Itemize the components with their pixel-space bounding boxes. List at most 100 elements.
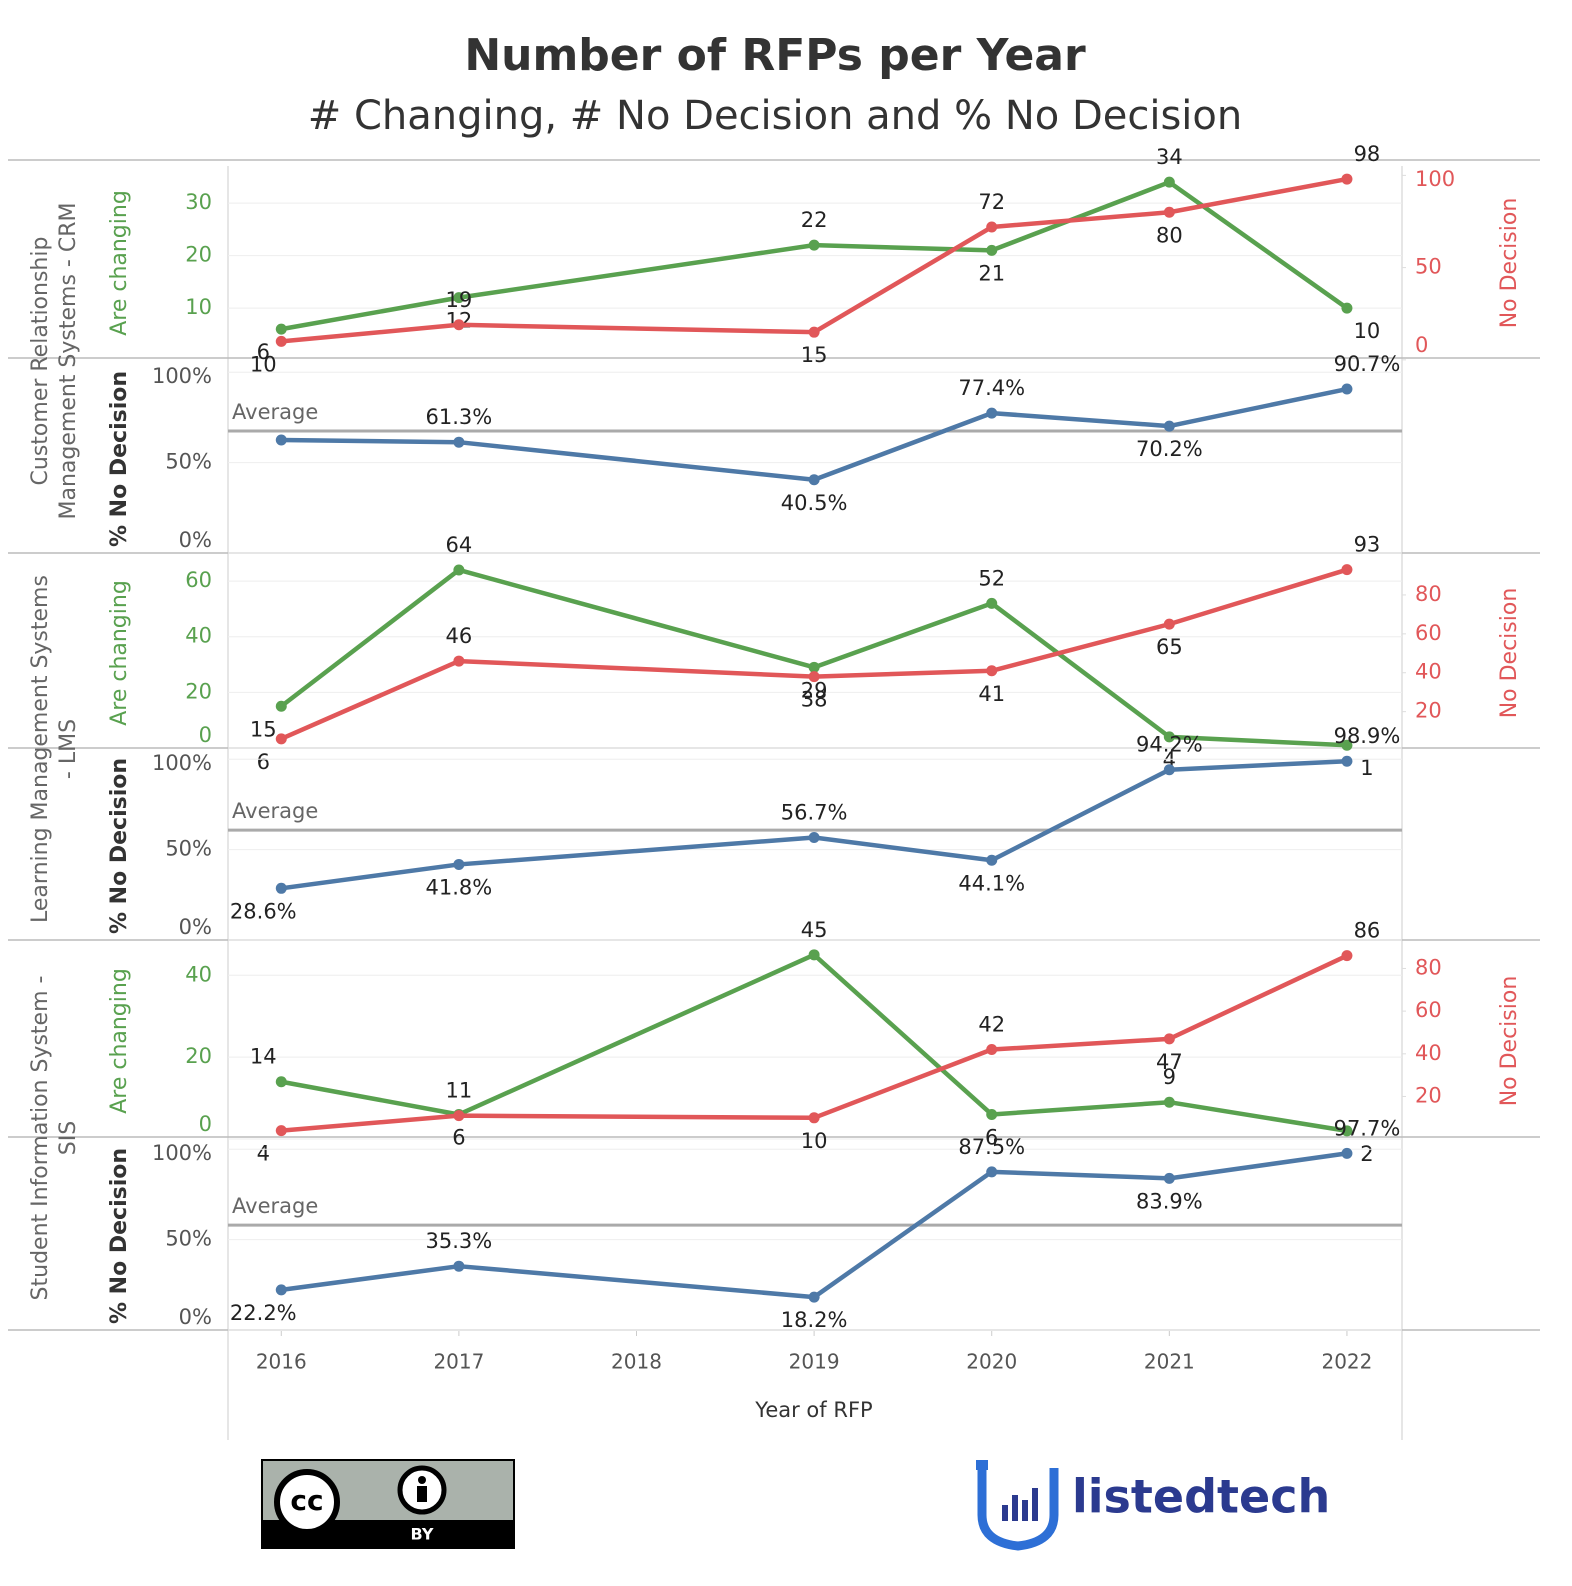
- x-tick-label: 2019: [789, 1350, 840, 1374]
- data-label: 9: [1163, 1065, 1176, 1089]
- license: BY: [411, 1525, 434, 1544]
- chart-subtitle: # Changing, # No Decision and % No Decis…: [308, 93, 1243, 139]
- data-label: 11: [446, 1079, 473, 1103]
- y-tick-label: 10: [185, 295, 212, 319]
- point: [986, 244, 998, 256]
- data-label: 28.6%: [230, 899, 297, 923]
- point: [1163, 1096, 1175, 1108]
- y-tick-label: 40: [1415, 660, 1442, 684]
- data-label: 14: [250, 1045, 277, 1069]
- x-tick-label: 2022: [1321, 1350, 1372, 1374]
- data-label: 61.3%: [426, 405, 493, 429]
- data-label: 44.1%: [958, 871, 1025, 895]
- y-tick-label: 0%: [179, 915, 212, 939]
- data-label: 42: [978, 1013, 1005, 1037]
- data-label: 52: [978, 566, 1005, 590]
- point: [1341, 173, 1353, 185]
- axis-label: Are changing: [107, 580, 132, 726]
- average-label: Average: [232, 799, 318, 823]
- point: [1163, 420, 1175, 432]
- y-tick-label: 50: [1415, 255, 1442, 279]
- point: [453, 655, 465, 667]
- y-tick-label: 60: [1415, 998, 1442, 1022]
- y-tick-label: 0%: [179, 1305, 212, 1329]
- point: [986, 1044, 998, 1056]
- data-label: 94.2%: [1136, 733, 1203, 757]
- y-tick-label: 50%: [165, 1227, 212, 1251]
- point: [808, 474, 820, 486]
- data-label: 18.2%: [781, 1308, 848, 1332]
- data-label: 6: [985, 1125, 998, 1149]
- point: [453, 564, 465, 576]
- point: [1341, 302, 1353, 314]
- y-tick-label: 60: [185, 568, 212, 592]
- point: [808, 1291, 820, 1303]
- chart-title: Number of RFPs per Year: [464, 30, 1086, 81]
- y-tick-label: 30: [185, 190, 212, 214]
- data-label: 10: [1354, 319, 1381, 343]
- x-axis-label: Year of RFP: [754, 1398, 872, 1422]
- line: [280, 179, 1349, 332]
- y-tick-label: 0: [199, 723, 212, 747]
- point: [808, 949, 820, 961]
- point: [275, 434, 287, 446]
- data-label: 56.7%: [781, 801, 848, 825]
- point: [1341, 383, 1353, 395]
- data-label: 38: [801, 688, 828, 712]
- axis-label: % No Decision: [107, 371, 132, 547]
- point: [808, 832, 820, 844]
- y-tick-label: 60: [1415, 621, 1442, 645]
- data-label: 29: [801, 678, 828, 702]
- data-label: 83.9%: [1136, 1189, 1203, 1213]
- y-tick-label: 20: [185, 1044, 212, 1068]
- data-label: 41.8%: [426, 875, 493, 899]
- y-tick-label: 40: [185, 962, 212, 986]
- point: [453, 436, 465, 448]
- data-label: 21: [978, 261, 1005, 285]
- x-tick-label: 2018: [611, 1350, 662, 1374]
- axis-label: Are changing: [107, 190, 132, 336]
- cc-badge: cc BY: [261, 1459, 515, 1549]
- average-label: Average: [232, 1194, 318, 1218]
- point: [1163, 176, 1175, 188]
- group-label: Customer Relationship Management Systems…: [28, 202, 81, 519]
- group-label: Learning Management Systems - LMS: [28, 575, 81, 923]
- x-tick-label: 2020: [966, 1350, 1017, 1374]
- point: [1341, 950, 1353, 962]
- point: [1163, 1172, 1175, 1184]
- logo-text: listedtech: [1072, 1470, 1330, 1524]
- point: [453, 292, 465, 304]
- point: [986, 597, 998, 609]
- point: [808, 1112, 820, 1124]
- data-label: 90.7%: [1334, 352, 1401, 376]
- line: [280, 1151, 1348, 1300]
- point: [808, 661, 820, 673]
- data-label: 97.7%: [1334, 1116, 1401, 1140]
- y-tick-label: 50%: [165, 450, 212, 474]
- line: [280, 758, 1348, 891]
- y-tick-label: 0%: [179, 528, 212, 552]
- point: [986, 854, 998, 866]
- point: [275, 335, 287, 347]
- line: [279, 567, 1348, 748]
- data-label: 93: [1354, 533, 1381, 557]
- point: [808, 326, 820, 338]
- axis-label: No Decision: [1497, 198, 1522, 329]
- point: [275, 1284, 287, 1296]
- line: [280, 952, 1348, 1134]
- axis-label: % No Decision: [107, 758, 132, 934]
- point: [453, 319, 465, 331]
- data-label: 87.5%: [958, 1135, 1025, 1159]
- line: [281, 953, 1348, 1133]
- point: [808, 239, 820, 251]
- point: [986, 221, 998, 233]
- point: [275, 1076, 287, 1088]
- y-tick-label: 100%: [152, 751, 212, 775]
- y-tick-label: 40: [1415, 1041, 1442, 1065]
- point: [1341, 755, 1353, 767]
- logo: listedtech: [976, 1460, 1330, 1551]
- axis-label: No Decision: [1497, 588, 1522, 719]
- data-label: 19: [446, 288, 473, 312]
- data-label: 15: [250, 717, 277, 741]
